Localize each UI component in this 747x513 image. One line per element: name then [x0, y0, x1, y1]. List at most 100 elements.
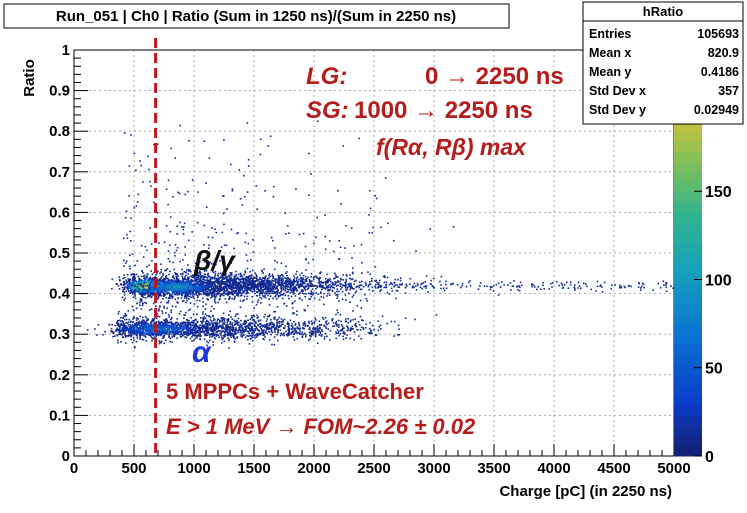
- data-point: [137, 276, 139, 278]
- data-point: [214, 229, 216, 231]
- data-point: [345, 279, 347, 281]
- data-point: [362, 320, 364, 322]
- data-point: [423, 282, 425, 284]
- data-point: [372, 227, 374, 229]
- data-point: [369, 190, 371, 192]
- data-point: [235, 327, 237, 329]
- data-point: [221, 342, 223, 344]
- data-point: [337, 329, 339, 331]
- data-point: [321, 334, 323, 336]
- data-point: [163, 306, 165, 308]
- data-point: [345, 287, 347, 289]
- data-point: [329, 279, 331, 281]
- data-point: [262, 325, 264, 327]
- data-point: [351, 257, 353, 259]
- data-point: [468, 282, 470, 284]
- data-point: [405, 287, 407, 289]
- data-point: [534, 286, 536, 288]
- data-point: [321, 329, 323, 331]
- data-point: [188, 298, 190, 300]
- data-point: [533, 284, 535, 286]
- data-point: [501, 281, 503, 283]
- data-point: [264, 283, 266, 285]
- data-point: [321, 289, 323, 291]
- data-point: [371, 329, 373, 331]
- data-point: [252, 330, 254, 332]
- data-point: [313, 323, 315, 325]
- data-point: [283, 303, 285, 305]
- data-point: [205, 308, 207, 310]
- data-point: [337, 284, 339, 286]
- data-point: [269, 325, 271, 327]
- data-point: [230, 331, 232, 333]
- data-point: [237, 330, 239, 332]
- data-point: [310, 276, 312, 278]
- data-point: [128, 195, 130, 197]
- data-point: [249, 279, 251, 281]
- data-point: [187, 279, 189, 281]
- data-point: [332, 284, 334, 286]
- data-point: [196, 277, 198, 279]
- data-point: [180, 311, 182, 313]
- data-point: [457, 284, 459, 286]
- data-point: [120, 341, 122, 343]
- data-point: [426, 275, 428, 277]
- data-point: [268, 331, 270, 333]
- data-point: [256, 288, 258, 290]
- data-point: [216, 278, 218, 280]
- data-point: [185, 194, 187, 196]
- data-point: [163, 343, 165, 345]
- data-point: [272, 298, 274, 300]
- data-point: [210, 297, 212, 299]
- data-point: [170, 231, 172, 233]
- data-point: [263, 284, 265, 286]
- data-point: [179, 125, 181, 127]
- data-point: [302, 285, 304, 287]
- data-point: [414, 283, 416, 285]
- data-point: [218, 293, 220, 295]
- data-point: [226, 302, 228, 304]
- data-point: [236, 282, 238, 284]
- data-point: [202, 328, 204, 330]
- data-point: [246, 293, 248, 295]
- data-point: [231, 298, 233, 300]
- data-point: [221, 232, 223, 234]
- data-point: [316, 292, 318, 294]
- data-point: [121, 334, 123, 336]
- data-point: [179, 261, 181, 263]
- data-point: [278, 317, 280, 319]
- data-point: [628, 285, 630, 287]
- data-point: [116, 283, 118, 285]
- data-point: [314, 321, 316, 323]
- data-point: [354, 331, 356, 333]
- data-point: [280, 291, 282, 293]
- data-point: [274, 344, 276, 346]
- data-point: [263, 268, 265, 270]
- data-point: [267, 295, 269, 297]
- data-point: [315, 319, 317, 321]
- data-point: [484, 285, 486, 287]
- data-point: [204, 331, 206, 333]
- data-point: [264, 327, 266, 329]
- data-point: [191, 297, 193, 299]
- data-point: [193, 313, 195, 315]
- data-point: [257, 316, 259, 318]
- data-point: [421, 283, 423, 285]
- data-point: [270, 295, 272, 297]
- data-point: [311, 285, 313, 287]
- data-point: [361, 281, 363, 283]
- data-point: [304, 324, 306, 326]
- data-point: [211, 295, 213, 297]
- data-point: [233, 329, 235, 331]
- data-point: [597, 286, 599, 288]
- data-point: [282, 294, 284, 296]
- data-point: [241, 287, 243, 289]
- data-point: [168, 250, 170, 252]
- data-point: [384, 277, 386, 279]
- data-point: [206, 281, 208, 283]
- data-point: [152, 274, 154, 276]
- data-point: [184, 276, 186, 278]
- data-point: [158, 310, 160, 312]
- data-point: [375, 266, 377, 268]
- data-point: [288, 324, 290, 326]
